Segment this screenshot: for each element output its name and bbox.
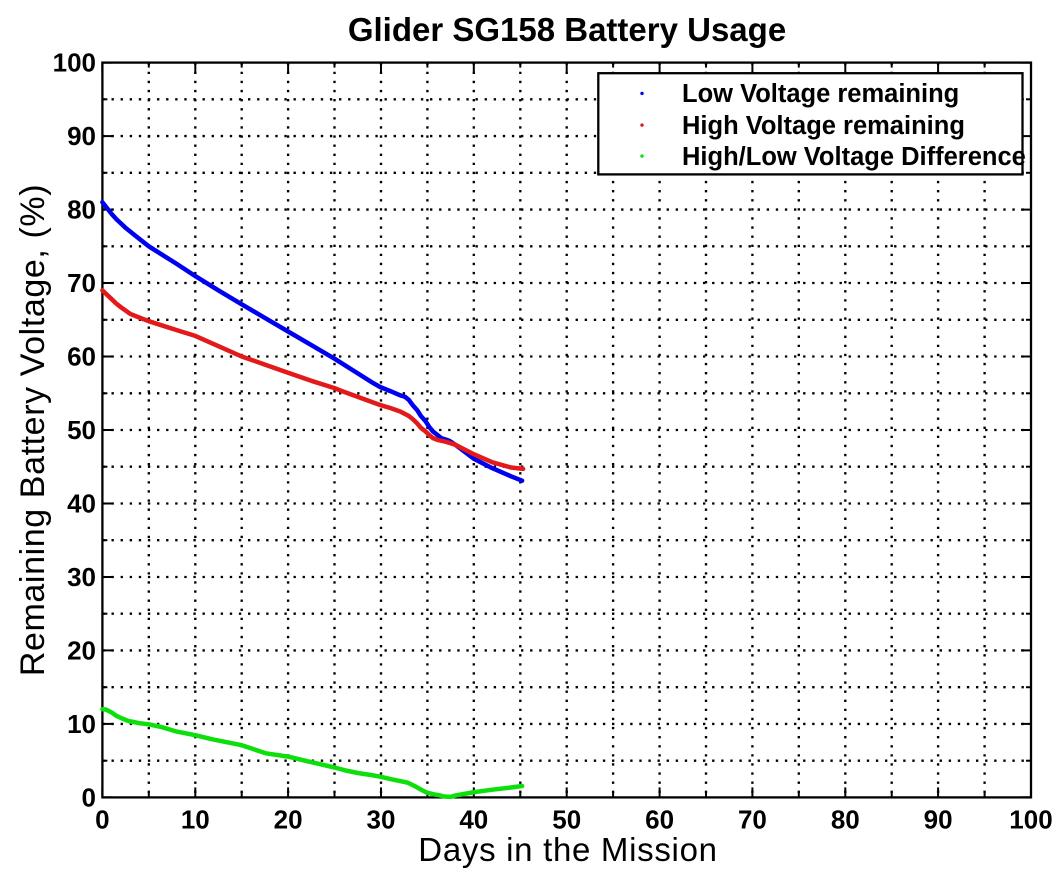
svg-text:Days in the Mission: Days in the Mission — [418, 831, 717, 868]
svg-text:80: 80 — [67, 195, 96, 225]
svg-text:60: 60 — [67, 342, 96, 372]
svg-text:10: 10 — [67, 709, 96, 739]
svg-text:Glider SG158 Battery Usage: Glider SG158 Battery Usage — [348, 11, 786, 48]
svg-text:50: 50 — [67, 415, 96, 445]
svg-text:20: 20 — [274, 805, 303, 835]
svg-text:0: 0 — [95, 805, 109, 835]
svg-text:90: 90 — [924, 805, 953, 835]
svg-text:Remaining Battery Voltage, (%): Remaining Battery Voltage, (%) — [14, 184, 52, 676]
svg-text:40: 40 — [67, 489, 96, 519]
svg-text:100: 100 — [53, 48, 96, 78]
svg-text:50: 50 — [552, 805, 581, 835]
svg-text:100: 100 — [1009, 805, 1052, 835]
svg-text:0: 0 — [82, 782, 96, 812]
svg-text:High Voltage remaining: High Voltage remaining — [682, 112, 965, 140]
svg-text:20: 20 — [67, 635, 96, 665]
svg-text:30: 30 — [367, 805, 396, 835]
svg-text:80: 80 — [831, 805, 860, 835]
svg-text:40: 40 — [459, 805, 488, 835]
svg-text:Low Voltage remaining: Low Voltage remaining — [682, 80, 959, 108]
svg-text:High/Low Voltage Difference: High/Low Voltage Difference — [682, 143, 1026, 171]
svg-text:60: 60 — [645, 805, 674, 835]
svg-text:70: 70 — [67, 268, 96, 298]
svg-text:30: 30 — [67, 562, 96, 592]
svg-text:90: 90 — [67, 121, 96, 151]
svg-text:70: 70 — [738, 805, 767, 835]
svg-text:10: 10 — [181, 805, 210, 835]
